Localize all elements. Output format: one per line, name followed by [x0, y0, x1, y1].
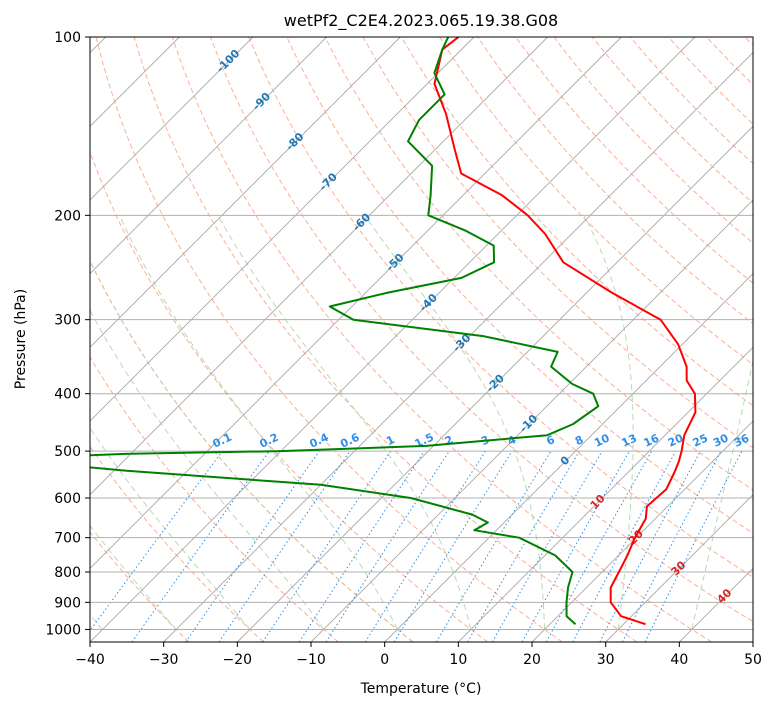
mixing-ratio-line	[90, 450, 223, 632]
moist-adiabat	[119, 215, 398, 630]
x-tick-label: −40	[75, 652, 105, 668]
dry-adiabat	[248, 37, 753, 578]
isotherm-line	[90, 37, 696, 642]
isotherm-line	[310, 199, 753, 642]
dry-adiabat	[171, 37, 712, 642]
isotherm-line	[90, 37, 401, 348]
mixing-ratio-label: 30	[711, 431, 731, 449]
mixing-ratio-label: 36	[732, 431, 752, 449]
dry-adiabat	[133, 37, 638, 642]
isotherm-line	[90, 37, 548, 496]
x-tick-label: −30	[149, 652, 179, 668]
x-tick-label: 20	[523, 652, 541, 668]
temperature-profile-line	[433, 37, 697, 626]
y-tick-label: 500	[54, 444, 81, 460]
isotherm-line	[458, 346, 753, 642]
dry-adiabat	[438, 37, 753, 366]
mixing-ratio-label: 16	[642, 431, 662, 449]
x-tick-label: 10	[449, 652, 467, 668]
y-tick-label: 200	[54, 208, 81, 224]
moist-adiabat	[90, 613, 103, 630]
dry-adiabat	[400, 37, 753, 407]
dry-adiabat	[95, 37, 563, 642]
chart-title: wetPf2_C2E4.2023.065.19.38.G08	[284, 11, 558, 31]
isotherm-line	[752, 641, 753, 642]
dry-adiabat	[90, 150, 488, 642]
x-tick-label: 0	[380, 652, 389, 668]
mixing-ratio-line	[572, 450, 677, 642]
plot-frame	[89, 36, 754, 643]
x-tick-label: −10	[296, 652, 326, 668]
y-tick-label: 900	[54, 595, 81, 611]
mixing-ratio-label: 20	[666, 431, 686, 449]
y-axis-title: Pressure (hPa)	[13, 289, 29, 389]
profile-series	[90, 37, 697, 626]
y-tick-label: 400	[54, 387, 81, 403]
isotherm-line	[90, 37, 254, 201]
x-tick-label: 40	[670, 652, 688, 668]
mixing-ratio-label: 25	[691, 432, 710, 450]
x-axis-title: Temperature (°C)	[360, 681, 482, 697]
mixing-ratio-label: 13	[620, 432, 639, 450]
y-tick-label: 600	[54, 491, 81, 507]
y-axis-ticks: 100 200 300 400 500 600 700 800 900 1000	[45, 30, 90, 638]
mixing-ratio-line	[393, 450, 513, 642]
dry-adiabat	[515, 37, 753, 284]
mixing-ratio-label: 10	[592, 431, 612, 449]
x-axis-ticks: −40 −30 −20 −10 0 10 20 30 40 50	[75, 642, 762, 668]
dry-adiabat	[90, 356, 339, 642]
mixing-ratio-line	[644, 450, 743, 642]
dry-adiabat	[90, 445, 264, 642]
mixing-ratio-line	[545, 450, 653, 642]
x-tick-label: −20	[223, 652, 253, 668]
mixing-ratio-line	[131, 450, 270, 642]
y-tick-label: 700	[54, 531, 81, 547]
y-tick-label: 800	[54, 565, 81, 581]
isotherm-line	[237, 125, 753, 642]
y-tick-label: 1000	[45, 622, 81, 638]
y-tick-label: 300	[54, 313, 81, 329]
mixing-ratio-line	[185, 450, 320, 642]
isotherm-line	[90, 37, 327, 275]
x-tick-label: 30	[597, 652, 615, 668]
dry-adiabat	[210, 37, 753, 623]
mixing-ratio-line	[325, 450, 450, 642]
mixing-ratio-line	[262, 450, 392, 642]
isobar-grid	[90, 37, 753, 630]
isotherm-line	[163, 52, 753, 642]
dewpoint-profile-line	[90, 37, 600, 625]
dry-adiabat	[324, 37, 753, 491]
moist-adiabat	[90, 309, 324, 630]
y-tick-label: 100	[54, 30, 81, 46]
x-tick-label: 50	[744, 652, 762, 668]
mixing-ratio-line	[298, 450, 425, 642]
dry-adiabat	[90, 531, 190, 642]
mixing-ratio-line	[218, 450, 351, 642]
plot-background	[90, 37, 753, 642]
isotherm-line	[605, 494, 753, 642]
isotherm-line	[90, 37, 622, 569]
isotherm-line	[90, 37, 475, 422]
isotherm-line	[384, 273, 753, 642]
